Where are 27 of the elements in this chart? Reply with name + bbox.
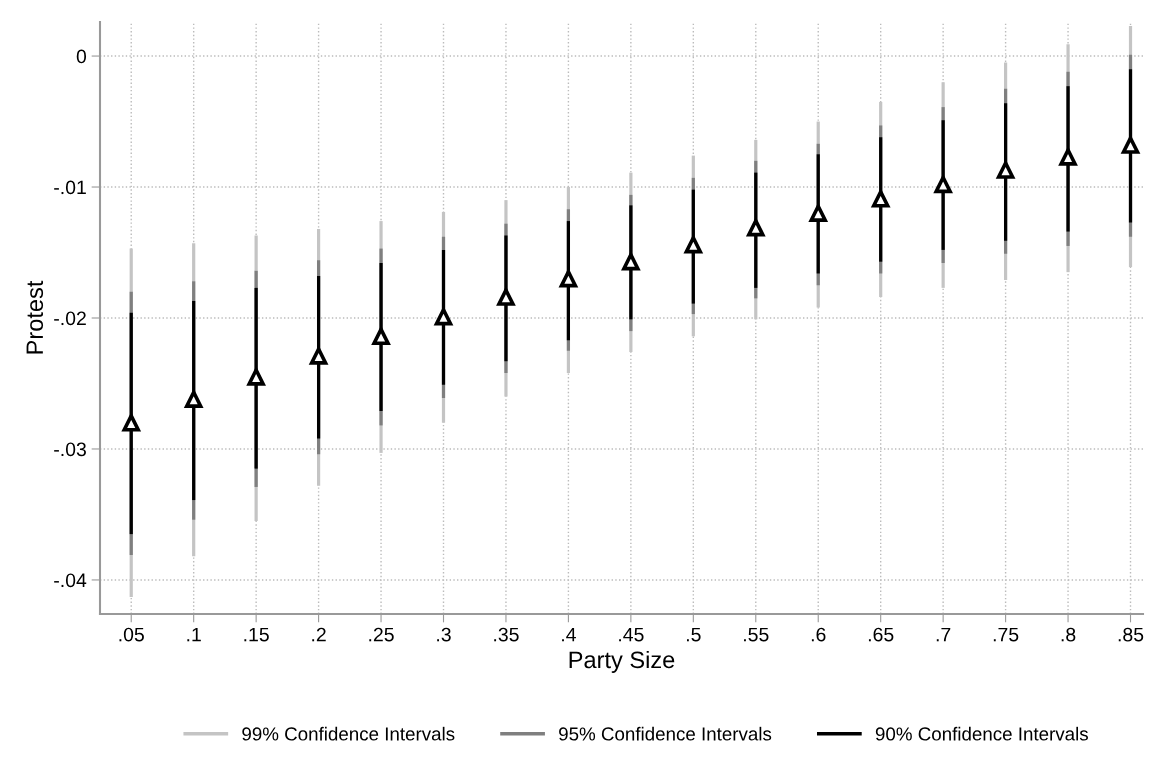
x-tick-label: .6: [811, 627, 826, 642]
y-tick-label: -.03: [54, 442, 86, 457]
x-tick-label: .8: [1061, 627, 1076, 642]
x-tick-label: .45: [619, 627, 644, 642]
x-tick-label: .55: [744, 627, 769, 642]
x-tick-label: .05: [119, 627, 144, 642]
legend-label: 90% Confidence Intervals: [875, 726, 1088, 741]
x-tick-label: .5: [686, 627, 701, 642]
x-tick-label: .35: [494, 627, 519, 642]
y-axis-title: Protest: [26, 280, 44, 354]
x-tick-label: .1: [187, 627, 201, 642]
x-tick-label: .75: [993, 627, 1019, 642]
y-tick-label: -.01: [54, 180, 86, 195]
legend-label: 99% Confidence Intervals: [242, 726, 455, 741]
x-tick-label: .7: [936, 627, 951, 642]
x-tick-label: .4: [562, 627, 576, 642]
y-tick-label: -.02: [54, 311, 86, 326]
y-tick-label: 0: [76, 49, 87, 64]
x-tick-label: .15: [244, 627, 269, 642]
x-tick-label: .65: [868, 627, 894, 642]
y-tick-label: -.04: [54, 573, 87, 588]
x-tick-label: .3: [437, 627, 451, 642]
x-tick-label: .2: [312, 627, 326, 642]
legend-label: 95% Confidence Intervals: [559, 726, 772, 741]
x-tick-label: .25: [369, 627, 394, 642]
x-tick-label: .85: [1118, 627, 1144, 642]
x-axis-title: Party Size: [569, 650, 675, 673]
